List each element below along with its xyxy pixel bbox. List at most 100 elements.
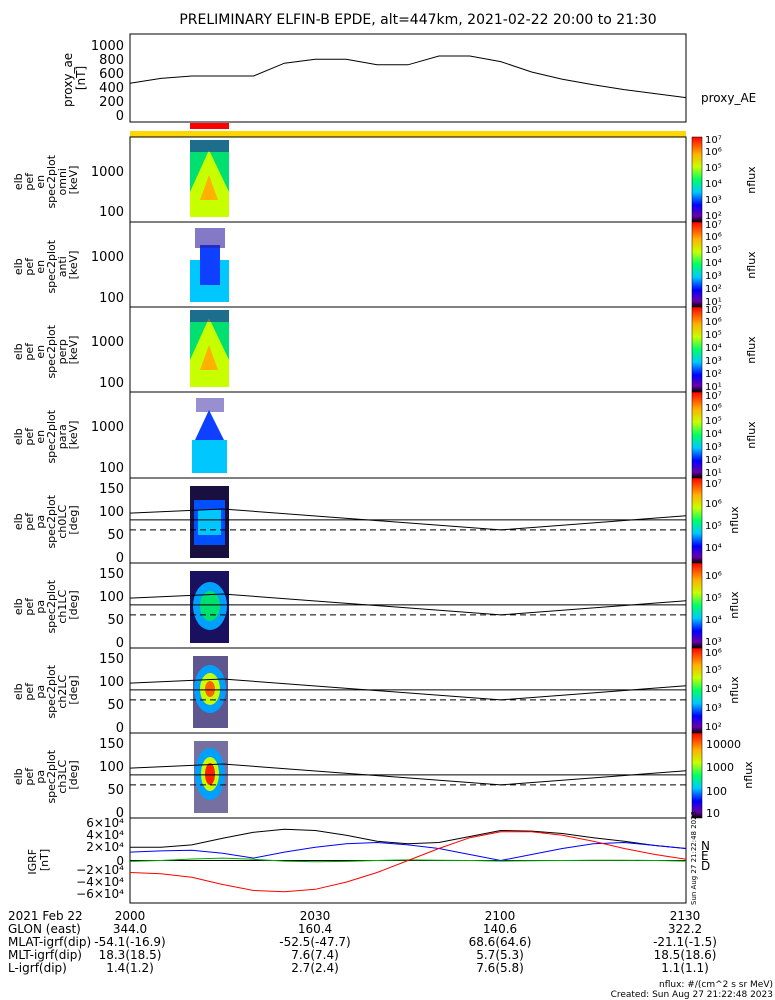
- spectrogram-noise: [195, 228, 225, 248]
- ytick-label: 100: [99, 205, 124, 220]
- colorbar-label: nflux: [745, 251, 758, 279]
- colorbar-tick-label: 10⁶: [705, 571, 722, 582]
- ytick-label: −6×10⁴: [76, 887, 124, 901]
- ylabel-line: pef: [23, 257, 36, 276]
- spectrogram-noise: [190, 140, 229, 152]
- colorbar-tick-label: 10000: [706, 738, 741, 751]
- footer-value: 68.6(64.6): [469, 935, 532, 949]
- ytick-label: 100: [99, 590, 124, 605]
- ytick-label: 150: [99, 567, 124, 582]
- panel-ylabel: elb pef en spec2plot para [keV]: [12, 406, 80, 463]
- spectrogram-block: [192, 440, 227, 473]
- colorbar-tick-label: 10⁷: [705, 391, 722, 402]
- ytick-label: 800: [99, 53, 124, 68]
- ylabel-line: spec2plot: [45, 154, 58, 208]
- colorbar-tick-label: 10⁶: [705, 232, 722, 243]
- pa-ch3-panel: elb pef pa spec2plot ch3LC [deg] 0 50 10…: [12, 732, 755, 821]
- colorbar-tick-label: 10⁴: [705, 429, 722, 440]
- colorbar-tick-label: 10⁵: [705, 416, 722, 427]
- colorbar-tick-label: 10⁶: [705, 499, 722, 510]
- spectrogram-noise: [196, 398, 224, 412]
- ylabel-line: pef: [23, 512, 36, 531]
- pa-ch2-panel: elb pef pa spec2plot ch2LC [deg] 0 50 10…: [12, 647, 741, 736]
- spectrogram-noise: [190, 310, 229, 322]
- footer-value: 1.1(1.1): [661, 961, 709, 975]
- ylabel-line: [deg]: [67, 590, 80, 619]
- colorbar-tick-label: 10⁷: [705, 479, 722, 490]
- colorbar: [691, 391, 703, 479]
- science-zone-red-bar: [190, 123, 229, 129]
- colorbar-tick-label: 10³: [705, 442, 722, 453]
- footer-value: 18.5(18.6): [654, 948, 717, 962]
- spec-en-para-panel: elb pef en spec2plot para [keV] 100 1000…: [12, 391, 758, 479]
- footer-value: 1.4(1.2): [106, 961, 154, 975]
- colorbar-tick-label: 10⁶: [705, 403, 722, 414]
- colorbar-label: nflux: [742, 761, 755, 789]
- colorbar-tick-label: 10²: [705, 284, 722, 295]
- ylabel-line: en: [34, 430, 47, 444]
- ylabel-line: ch1LC: [56, 590, 69, 624]
- ytick-label: 400: [99, 81, 124, 96]
- ephemeris-yellow-bar: [130, 131, 686, 137]
- footer-value: 5.7(5.3): [476, 948, 524, 962]
- ylabel-line: pef: [23, 172, 36, 191]
- proxy-ae-ylabel-line: proxy_ae: [61, 53, 75, 107]
- colorbar-tick-label: 100: [706, 785, 727, 798]
- colorbar-ticks: 10¹ 10² 10³ 10⁴ 10⁵ 10⁶ 10⁷: [705, 391, 722, 479]
- spec-en-perp-panel: elb pef en spec2plot perp [keV] 100 1000…: [12, 305, 758, 393]
- ytick-label: 0: [116, 636, 124, 651]
- colorbar-tick-label: 10⁴: [705, 615, 722, 626]
- igrf-yticks: −6×10⁴ −4×10⁴ −2×10⁴ 0 2×10⁴ 4×10⁴ 6×10⁴: [76, 816, 124, 901]
- ytick-label: 100: [99, 505, 124, 520]
- panel-ylabel: elb pef en spec2plot perp [keV]: [12, 321, 80, 378]
- units-note: nflux: #/(cm^2 s sr MeV): [659, 980, 773, 990]
- spectrogram-peak: [200, 591, 220, 621]
- ylabel-line: pef: [23, 427, 36, 446]
- colorbar-tick-label: 10⁷: [705, 135, 722, 146]
- legend-north: N: [701, 839, 710, 853]
- colorbar-label: nflux: [728, 591, 741, 619]
- side-timestamp: Sun Aug 27 21:22:48 2023: [690, 811, 698, 905]
- footer-row-label: GLON (east): [8, 922, 81, 936]
- panel-ylabel: elb pef en spec2plot anti [keV]: [12, 236, 80, 293]
- colorbar-tick-label: 10⁴: [705, 343, 722, 354]
- ylabel-line: spec2plot: [45, 494, 58, 548]
- ylabel-line: en: [34, 345, 47, 359]
- ylabel-line: pa: [34, 600, 47, 614]
- legend-east: E: [701, 849, 709, 863]
- ephemeris-footer: 2021 Feb 22 GLON (east) MLAT-igrf(dip) M…: [8, 909, 773, 1000]
- ytick-label: 50: [107, 613, 124, 628]
- ylabel-line: elb: [12, 683, 25, 700]
- footer-value: -21.1(-1.5): [653, 935, 717, 949]
- ytick-label: 100: [99, 376, 124, 391]
- colorbar-label: nflux: [745, 166, 758, 194]
- ytick-label: −2×10⁴: [76, 863, 124, 877]
- ytick-label: 50: [107, 528, 124, 543]
- colorbar-tick-label: 10²: [705, 211, 722, 222]
- ytick-label: 50: [107, 698, 124, 713]
- ylabel-line: elb: [12, 598, 25, 615]
- ylabel-line: [nT]: [38, 849, 51, 871]
- spectrogram-peak: [205, 681, 215, 697]
- colorbar-ticks: 10² 10³ 10⁴ 10⁵ 10⁶ 10⁷: [705, 135, 722, 222]
- proxy-ae-ylabel-line: [nT]: [74, 66, 88, 90]
- proxy-ae-legend-label: proxy_AE: [701, 91, 756, 105]
- footer-value: 140.6: [483, 922, 517, 936]
- colorbar-ticks: 10¹ 10² 10³ 10⁴ 10⁵ 10⁶ 10⁷: [705, 305, 722, 393]
- colorbar-ticks: 10¹ 10² 10³ 10⁴ 10⁵ 10⁶ 10⁷: [705, 220, 722, 308]
- panel-ylabel: elb pef pa spec2plot ch2LC [deg]: [12, 661, 80, 718]
- colorbar-ticks: 10³ 10⁴ 10⁵ 10⁶: [705, 571, 722, 648]
- ytick-label: 100: [99, 675, 124, 690]
- proxy-ae-ylabel: proxy_ae [nT]: [61, 49, 88, 107]
- ytick-label: 2×10⁴: [86, 840, 124, 854]
- igrf-north-line: [129, 841, 687, 862]
- ytick-label: 150: [99, 482, 124, 497]
- colorbar-ticks: 10² 10³ 10⁴ 10⁵ 10⁶: [705, 648, 722, 733]
- colorbar-tick-label: 10³: [705, 637, 722, 648]
- colorbar-label: nflux: [745, 336, 758, 364]
- spec-en-omni-panel: elb pef en spec2plot omni [keV] 100 1000…: [12, 135, 758, 223]
- ytick-label: 6×10⁴: [86, 816, 124, 830]
- ylabel-line: elb: [12, 173, 25, 190]
- panel-ylabel: IGRF [nT]: [26, 845, 51, 874]
- ytick-label: 1000: [91, 420, 124, 435]
